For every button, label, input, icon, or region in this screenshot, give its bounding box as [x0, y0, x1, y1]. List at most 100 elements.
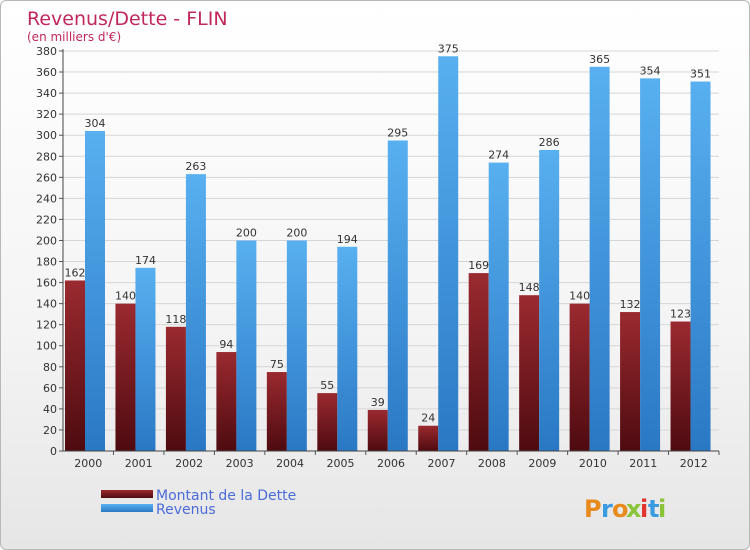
y-tick-label: 200 — [36, 234, 57, 247]
bar-revenus-2010 — [589, 66, 610, 451]
bar-debt-2010 — [569, 303, 590, 451]
value-label-debt-2009: 148 — [519, 281, 540, 294]
y-tick-label: 340 — [36, 87, 57, 100]
x-tick-label-2004: 2004 — [276, 457, 304, 470]
y-tick-label: 320 — [36, 108, 57, 121]
y-tick-label: 220 — [36, 213, 57, 226]
x-tick-label-2008: 2008 — [478, 457, 506, 470]
y-tick-label: 360 — [36, 66, 57, 79]
value-label-debt-2006: 39 — [371, 396, 385, 409]
x-tick-label-2009: 2009 — [528, 457, 556, 470]
value-label-revenus-2002: 263 — [185, 160, 206, 173]
value-label-revenus-2011: 354 — [640, 64, 661, 77]
value-label-debt-2011: 132 — [620, 298, 641, 311]
bar-debt-2002 — [165, 326, 186, 451]
bar-debt-2006 — [367, 409, 388, 451]
axes: 0 20 40 60 80 100 120 140 160 180 200 220 240 260 280 3… — [36, 45, 720, 470]
x-tick-label-2000: 2000 — [74, 457, 102, 470]
value-label-revenus-2003: 200 — [236, 226, 257, 239]
x-tick-label-2003: 2003 — [226, 457, 254, 470]
x-tick-label-2005: 2005 — [327, 457, 355, 470]
legend-swatch-revenus — [101, 504, 153, 512]
value-label-debt-2010: 140 — [569, 290, 590, 303]
bar-debt-2005 — [317, 393, 338, 451]
y-tick-label: 0 — [50, 445, 57, 458]
value-label-revenus-2007: 375 — [438, 42, 459, 55]
value-label-debt-2003: 94 — [219, 338, 233, 351]
y-tick-label: 20 — [43, 424, 57, 437]
bar-revenus-2008 — [488, 162, 509, 451]
value-labels: 162 304 140 174 118 263 94 200 75 200 55 194 39 295 24… — [65, 42, 712, 424]
x-tick-label-2010: 2010 — [579, 457, 607, 470]
value-label-debt-2000: 162 — [65, 266, 86, 279]
y-tick-label: 140 — [36, 298, 57, 311]
x-tick-label-2002: 2002 — [175, 457, 203, 470]
y-tick-label: 60 — [43, 382, 57, 395]
logo-letter: x — [626, 495, 642, 523]
y-tick-label: 180 — [36, 256, 57, 269]
bar-debt-2008 — [468, 273, 489, 451]
x-tick-label-2012: 2012 — [680, 457, 708, 470]
bar-revenus-2002 — [185, 174, 206, 451]
value-label-revenus-2001: 174 — [135, 254, 156, 267]
logo-letter: i — [640, 495, 648, 523]
value-label-revenus-2005: 194 — [337, 233, 358, 246]
value-label-debt-2001: 140 — [115, 290, 136, 303]
x-tick-label-2007: 2007 — [427, 457, 455, 470]
y-tick-label: 300 — [36, 129, 57, 142]
y-tick-label: 260 — [36, 171, 57, 184]
value-label-debt-2012: 123 — [670, 308, 691, 321]
value-label-revenus-2009: 286 — [539, 136, 560, 149]
chart-title: Revenus/Dette - FLIN — [27, 8, 228, 30]
bar-debt-2007 — [418, 425, 439, 451]
value-label-revenus-2006: 295 — [387, 126, 408, 139]
legend-swatch-debt — [101, 490, 153, 498]
bars — [65, 56, 711, 452]
logo-letter: i — [658, 495, 666, 523]
x-tick-label-2006: 2006 — [377, 457, 405, 470]
bar-debt-2001 — [115, 303, 136, 451]
bar-debt-2012 — [670, 321, 691, 451]
bar-revenus-2012 — [690, 81, 711, 452]
y-tick-label: 160 — [36, 277, 57, 290]
legend-label-revenus: Revenus — [156, 502, 216, 518]
bar-revenus-2001 — [135, 267, 156, 451]
bar-revenus-2000 — [85, 131, 105, 451]
value-label-revenus-2008: 274 — [488, 149, 509, 162]
bar-debt-2003 — [216, 352, 237, 451]
bar-debt-2009 — [519, 295, 540, 451]
bar-revenus-2005 — [337, 246, 358, 451]
bar-debt-2000 — [65, 280, 85, 451]
value-label-revenus-2004: 200 — [286, 226, 307, 239]
bar-revenus-2007 — [438, 56, 459, 452]
value-label-debt-2004: 75 — [270, 358, 284, 371]
value-label-debt-2005: 55 — [320, 379, 334, 392]
bar-revenus-2009 — [539, 149, 560, 451]
x-tick-label-2011: 2011 — [629, 457, 657, 470]
bar-debt-2004 — [266, 372, 287, 451]
chart-subtitle: (en milliers d'€) — [27, 30, 121, 44]
value-label-revenus-2000: 304 — [85, 117, 106, 130]
bar-debt-2011 — [620, 312, 641, 451]
y-tick-label: 380 — [36, 45, 57, 58]
value-label-revenus-2010: 365 — [589, 53, 610, 66]
bar-revenus-2004 — [286, 240, 307, 451]
logo-letter: o — [612, 495, 629, 523]
logo-letter: r — [601, 495, 613, 523]
bar-revenus-2006 — [387, 140, 408, 451]
logo-letter: t — [648, 495, 659, 523]
value-label-revenus-2012: 351 — [690, 68, 711, 81]
value-label-debt-2007: 24 — [421, 412, 435, 425]
y-tick-label: 240 — [36, 192, 57, 205]
x-tick-label-2001: 2001 — [125, 457, 153, 470]
value-label-debt-2008: 169 — [468, 259, 489, 272]
y-tick-label: 40 — [43, 403, 57, 416]
y-tick-label: 280 — [36, 150, 57, 163]
bar-revenus-2003 — [236, 240, 257, 451]
y-tick-label: 80 — [43, 361, 57, 374]
y-tick-label: 100 — [36, 340, 57, 353]
legend-label-debt: Montant de la Dette — [156, 488, 296, 504]
